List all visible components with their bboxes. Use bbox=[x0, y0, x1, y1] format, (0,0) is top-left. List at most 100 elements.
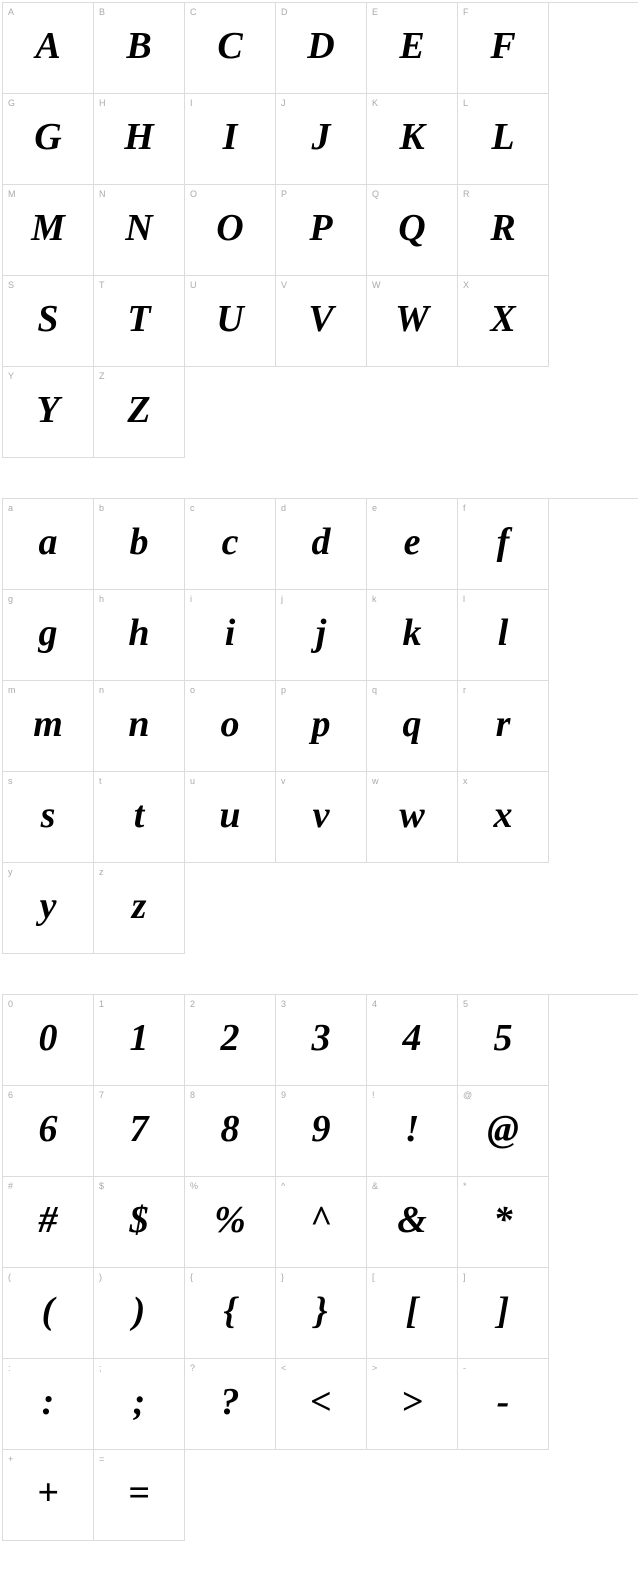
cell-label: s bbox=[8, 776, 13, 786]
cell-label: + bbox=[8, 1454, 13, 1464]
glyph-cell: hh bbox=[94, 590, 185, 681]
cell-glyph: b bbox=[130, 523, 149, 561]
glyph-cell: AA bbox=[3, 3, 94, 94]
glyph-cell: kk bbox=[367, 590, 458, 681]
glyph-cell: tt bbox=[94, 772, 185, 863]
cell-label: d bbox=[281, 503, 286, 513]
glyph-cell: ]] bbox=[458, 1268, 549, 1359]
glyph-cell: vv bbox=[276, 772, 367, 863]
cell-glyph: 6 bbox=[39, 1110, 58, 1148]
cell-label: 9 bbox=[281, 1090, 286, 1100]
cell-glyph: 5 bbox=[494, 1019, 513, 1057]
cell-label: [ bbox=[372, 1272, 375, 1282]
glyph-cell: 66 bbox=[3, 1086, 94, 1177]
cell-glyph: m bbox=[33, 705, 63, 743]
cell-glyph: > bbox=[401, 1383, 423, 1421]
cell-label: o bbox=[190, 685, 195, 695]
cell-glyph: 8 bbox=[221, 1110, 240, 1148]
cell-label: ) bbox=[99, 1272, 102, 1282]
section-uppercase: AABBCCDDEEFFGGHHIIJJKKLLMMNNOOPPQQRRSSTT… bbox=[2, 2, 638, 458]
cell-label: ! bbox=[372, 1090, 375, 1100]
cell-label: $ bbox=[99, 1181, 104, 1191]
cell-label: U bbox=[190, 280, 197, 290]
glyph-cell: XX bbox=[458, 276, 549, 367]
cell-glyph: ? bbox=[221, 1383, 240, 1421]
glyph-cell: ff bbox=[458, 499, 549, 590]
glyph-cell: SS bbox=[3, 276, 94, 367]
cell-label: 1 bbox=[99, 999, 104, 1009]
glyph-cell: 00 bbox=[3, 995, 94, 1086]
cell-glyph: U bbox=[216, 300, 243, 338]
cell-glyph: S bbox=[37, 300, 58, 338]
cell-label: T bbox=[99, 280, 105, 290]
glyph-cell: nn bbox=[94, 681, 185, 772]
glyph-cell: ii bbox=[185, 590, 276, 681]
glyph-cell: WW bbox=[367, 276, 458, 367]
cell-label: a bbox=[8, 503, 13, 513]
cell-glyph: l bbox=[498, 614, 509, 652]
glyph-cell: RR bbox=[458, 185, 549, 276]
cell-glyph: + bbox=[37, 1474, 59, 1512]
cell-label: D bbox=[281, 7, 288, 17]
cell-glyph: % bbox=[214, 1201, 246, 1239]
cell-label: 5 bbox=[463, 999, 468, 1009]
cell-label: O bbox=[190, 189, 197, 199]
cell-glyph: r bbox=[496, 705, 511, 743]
glyph-cell: CC bbox=[185, 3, 276, 94]
cell-label: V bbox=[281, 280, 287, 290]
cell-label: v bbox=[281, 776, 286, 786]
cell-label: ^ bbox=[281, 1181, 285, 1191]
cell-label: ] bbox=[463, 1272, 466, 1282]
glyph-cell: oo bbox=[185, 681, 276, 772]
cell-label: k bbox=[372, 594, 377, 604]
glyph-cell: bb bbox=[94, 499, 185, 590]
cell-glyph: Z bbox=[127, 391, 150, 429]
cell-label: # bbox=[8, 1181, 13, 1191]
cell-glyph: - bbox=[497, 1383, 510, 1421]
cell-glyph: W bbox=[395, 300, 429, 338]
cell-glyph: B bbox=[126, 27, 151, 65]
cell-label: Z bbox=[99, 371, 105, 381]
cell-glyph: v bbox=[313, 796, 330, 834]
cell-label: 6 bbox=[8, 1090, 13, 1100]
cell-glyph: * bbox=[494, 1201, 513, 1239]
cell-label: 0 bbox=[8, 999, 13, 1009]
glyph-cell: JJ bbox=[276, 94, 367, 185]
cell-glyph: ^ bbox=[310, 1201, 332, 1239]
cell-label: 7 bbox=[99, 1090, 104, 1100]
cell-glyph: K bbox=[399, 118, 424, 156]
cell-label: : bbox=[8, 1363, 11, 1373]
cell-label: b bbox=[99, 503, 104, 513]
cell-label: h bbox=[99, 594, 104, 604]
cell-label: 2 bbox=[190, 999, 195, 1009]
cell-glyph: < bbox=[310, 1383, 332, 1421]
cell-glyph: o bbox=[221, 705, 240, 743]
cell-glyph: 7 bbox=[130, 1110, 149, 1148]
cell-glyph: V bbox=[308, 300, 333, 338]
cell-glyph: J bbox=[312, 118, 331, 156]
glyph-cell: 77 bbox=[94, 1086, 185, 1177]
grid-lowercase: aabbccddeeffgghhiijjkkllmmnnooppqqrrsstt… bbox=[2, 498, 638, 954]
cell-label: c bbox=[190, 503, 195, 513]
glyph-cell: ss bbox=[3, 772, 94, 863]
cell-label: P bbox=[281, 189, 287, 199]
glyph-cell: FF bbox=[458, 3, 549, 94]
glyph-cell: VV bbox=[276, 276, 367, 367]
cell-label: A bbox=[8, 7, 14, 17]
glyph-cell: MM bbox=[3, 185, 94, 276]
cell-glyph: h bbox=[128, 614, 149, 652]
cell-glyph: 1 bbox=[130, 1019, 149, 1057]
cell-glyph: M bbox=[31, 209, 65, 247]
cell-glyph: G bbox=[34, 118, 61, 156]
glyph-cell: uu bbox=[185, 772, 276, 863]
cell-glyph: d bbox=[312, 523, 331, 561]
grid-uppercase: AABBCCDDEEFFGGHHIIJJKKLLMMNNOOPPQQRRSSTT… bbox=[2, 2, 638, 458]
cell-label: 8 bbox=[190, 1090, 195, 1100]
cell-glyph: I bbox=[223, 118, 238, 156]
glyph-cell: !! bbox=[367, 1086, 458, 1177]
glyph-cell: << bbox=[276, 1359, 367, 1450]
cell-glyph: H bbox=[124, 118, 154, 156]
cell-label: % bbox=[190, 1181, 198, 1191]
glyph-cell: KK bbox=[367, 94, 458, 185]
cell-glyph: c bbox=[222, 523, 239, 561]
